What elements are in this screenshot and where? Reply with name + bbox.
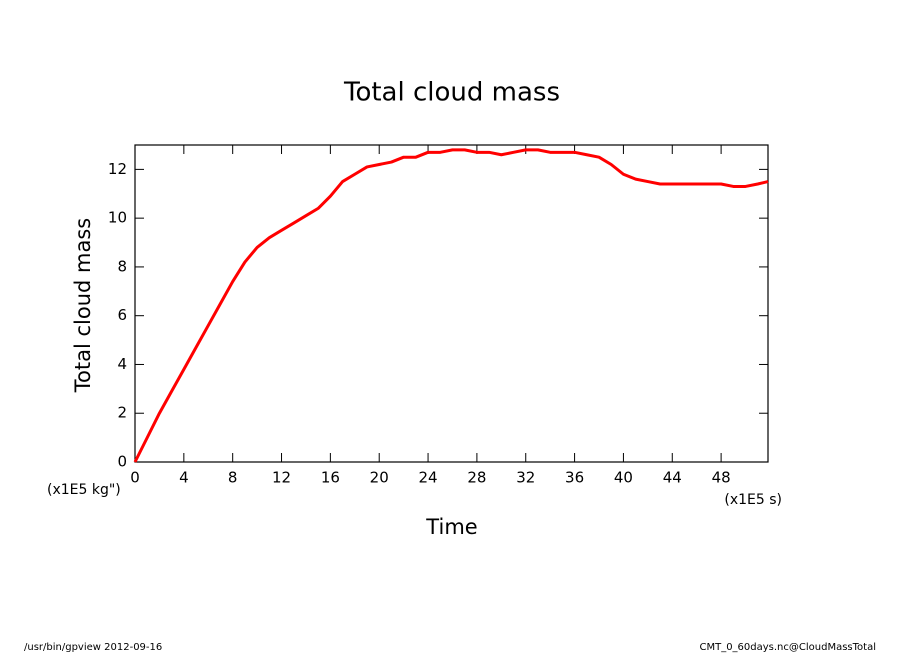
x-tick-label: 24 [419,469,438,487]
y-axis-label: Total cloud mass [71,218,95,393]
x-tick-label: 0 [130,469,140,487]
y-tick-label: 0 [117,453,127,471]
x-tick-label: 28 [467,469,486,487]
footer-left: /usr/bin/gpview 2012-09-16 [24,642,162,653]
footer-right: CMT_0_60days.nc@CloudMassTotal [699,642,876,653]
x-axis-label: Time [425,515,477,539]
y-tick-label: 4 [117,355,127,373]
x-tick-label: 20 [370,469,389,487]
chart-title: Total cloud mass [343,78,560,108]
x-tick-label: 16 [321,469,340,487]
x-tick-label: 40 [614,469,633,487]
x-tick-label: 32 [516,469,535,487]
x-tick-label: 4 [179,469,189,487]
y-tick-label: 2 [117,404,127,422]
x-tick-label: 12 [272,469,291,487]
x-tick-label: 48 [712,469,731,487]
y-unit: (x1E5 kg") [47,482,121,498]
plot-frame [134,144,769,463]
y-tick-label: 6 [117,306,127,324]
x-tick-label: 8 [228,469,238,487]
y-tick-label: 10 [108,209,127,227]
y-tick-label: 8 [117,257,127,275]
x-tick-label: 44 [663,469,682,487]
x-unit: (x1E5 s) [724,492,782,508]
y-tick-label: 12 [108,160,127,178]
data-line [133,148,769,463]
x-tick-label: 36 [565,469,584,487]
